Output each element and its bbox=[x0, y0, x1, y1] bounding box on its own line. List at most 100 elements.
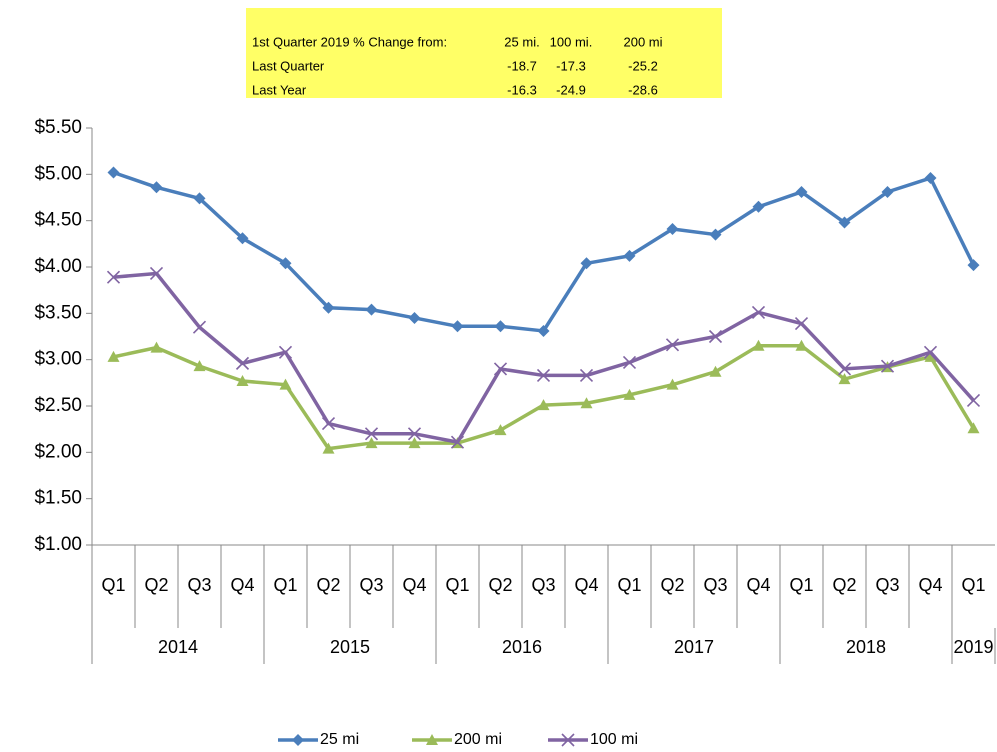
marker-diamond bbox=[107, 166, 120, 179]
legend-label: 25 mi bbox=[320, 731, 359, 748]
table-header: 100 mi. bbox=[550, 34, 593, 49]
marker-x bbox=[493, 362, 508, 376]
marker-triangle bbox=[408, 437, 421, 449]
marker-x bbox=[923, 345, 938, 359]
marker-diamond bbox=[236, 232, 249, 245]
marker-x bbox=[321, 417, 336, 431]
marker-x bbox=[794, 316, 809, 331]
marker-x bbox=[622, 355, 637, 370]
x-tick-label: Q2 bbox=[832, 575, 856, 595]
x-tick-label: Q1 bbox=[101, 575, 125, 595]
marker-triangle bbox=[752, 339, 765, 351]
x-tick-label: Q3 bbox=[875, 575, 899, 595]
marker-triangle bbox=[709, 365, 722, 377]
marker-x bbox=[450, 435, 465, 449]
group-label: 2017 bbox=[674, 637, 714, 657]
y-tick-label: $2.50 bbox=[34, 395, 82, 416]
y-tick-label: $5.50 bbox=[34, 117, 82, 138]
marker-diamond bbox=[924, 172, 937, 185]
table-cell: Last Year bbox=[252, 82, 307, 97]
x-tick-label: Q4 bbox=[230, 575, 254, 595]
marker-diamond bbox=[881, 185, 894, 198]
marker-diamond bbox=[193, 192, 206, 205]
marker-x bbox=[407, 427, 422, 441]
group-label: 2019 bbox=[953, 637, 993, 657]
marker-triangle bbox=[924, 350, 937, 362]
marker-x bbox=[880, 359, 895, 373]
marker-x bbox=[708, 329, 723, 344]
marker-x bbox=[665, 338, 680, 352]
marker-diamond bbox=[451, 320, 464, 333]
marker-triangle bbox=[322, 442, 335, 454]
marker-diamond bbox=[537, 324, 550, 337]
x-tick-label: Q1 bbox=[961, 575, 985, 595]
group-label: 2018 bbox=[846, 637, 886, 657]
x-tick-label: Q3 bbox=[703, 575, 727, 595]
marker-x bbox=[966, 393, 981, 408]
x-tick-label: Q4 bbox=[746, 575, 770, 595]
y-tick-label: $3.00 bbox=[34, 349, 82, 370]
table-header: 25 mi. bbox=[504, 34, 539, 49]
legend-label: 200 mi bbox=[454, 731, 502, 748]
y-tick-label: $3.50 bbox=[34, 302, 82, 323]
marker-diamond bbox=[709, 228, 722, 241]
x-tick-label: Q3 bbox=[531, 575, 555, 595]
marker-diamond bbox=[494, 320, 507, 333]
marker-triangle bbox=[623, 388, 636, 400]
marker-triangle bbox=[838, 373, 851, 385]
marker-x bbox=[579, 368, 594, 382]
table-cell: -16.3 bbox=[507, 82, 537, 97]
table-cell: -17.3 bbox=[556, 58, 586, 73]
table-cell: -25.2 bbox=[628, 58, 658, 73]
marker-x bbox=[106, 270, 121, 284]
marker-triangle bbox=[107, 350, 120, 362]
x-tick-label: Q4 bbox=[918, 575, 942, 595]
marker-diamond bbox=[150, 181, 163, 194]
marker-triangle bbox=[666, 378, 679, 390]
annotation-box bbox=[246, 8, 722, 98]
marker-diamond bbox=[623, 249, 636, 262]
y-tick-label: $2.00 bbox=[34, 441, 82, 462]
marker-triangle bbox=[426, 734, 438, 745]
x-tick-label: Q2 bbox=[488, 575, 512, 595]
y-tick-label: $1.00 bbox=[34, 534, 82, 555]
x-tick-label: Q1 bbox=[617, 575, 641, 595]
table-cell: -24.9 bbox=[556, 82, 586, 97]
marker-triangle bbox=[795, 339, 808, 351]
x-tick-label: Q1 bbox=[789, 575, 813, 595]
marker-x bbox=[235, 356, 250, 370]
marker-triangle bbox=[365, 437, 378, 449]
x-tick-label: Q2 bbox=[660, 575, 684, 595]
marker-x bbox=[536, 368, 551, 382]
group-label: 2016 bbox=[502, 637, 542, 657]
marker-x bbox=[751, 305, 766, 319]
marker-diamond bbox=[408, 311, 421, 324]
marker-x bbox=[837, 362, 852, 376]
marker-diamond bbox=[580, 257, 593, 270]
marker-triangle bbox=[494, 424, 507, 436]
y-tick-label: $1.50 bbox=[34, 488, 82, 509]
table-cell: -28.6 bbox=[628, 82, 658, 97]
marker-diamond bbox=[322, 301, 335, 314]
y-tick-label: $4.50 bbox=[34, 210, 82, 231]
x-tick-label: Q3 bbox=[359, 575, 383, 595]
marker-triangle bbox=[967, 422, 980, 434]
legend-label: 100 mi bbox=[590, 731, 638, 748]
marker-triangle bbox=[537, 399, 550, 411]
x-tick-label: Q2 bbox=[316, 575, 340, 595]
x-tick-label: Q1 bbox=[273, 575, 297, 595]
marker-triangle bbox=[580, 397, 593, 409]
series-line bbox=[113, 271, 975, 444]
x-tick-label: Q1 bbox=[445, 575, 469, 595]
marker-diamond bbox=[365, 303, 378, 316]
y-tick-label: $4.00 bbox=[34, 256, 82, 277]
marker-triangle bbox=[236, 374, 249, 386]
x-tick-label: Q4 bbox=[402, 575, 426, 595]
marker-x bbox=[192, 320, 207, 334]
y-tick-label: $5.00 bbox=[34, 163, 82, 184]
marker-diamond bbox=[795, 185, 808, 198]
series-line bbox=[112, 170, 976, 333]
x-tick-label: Q3 bbox=[187, 575, 211, 595]
marker-triangle bbox=[150, 341, 163, 353]
